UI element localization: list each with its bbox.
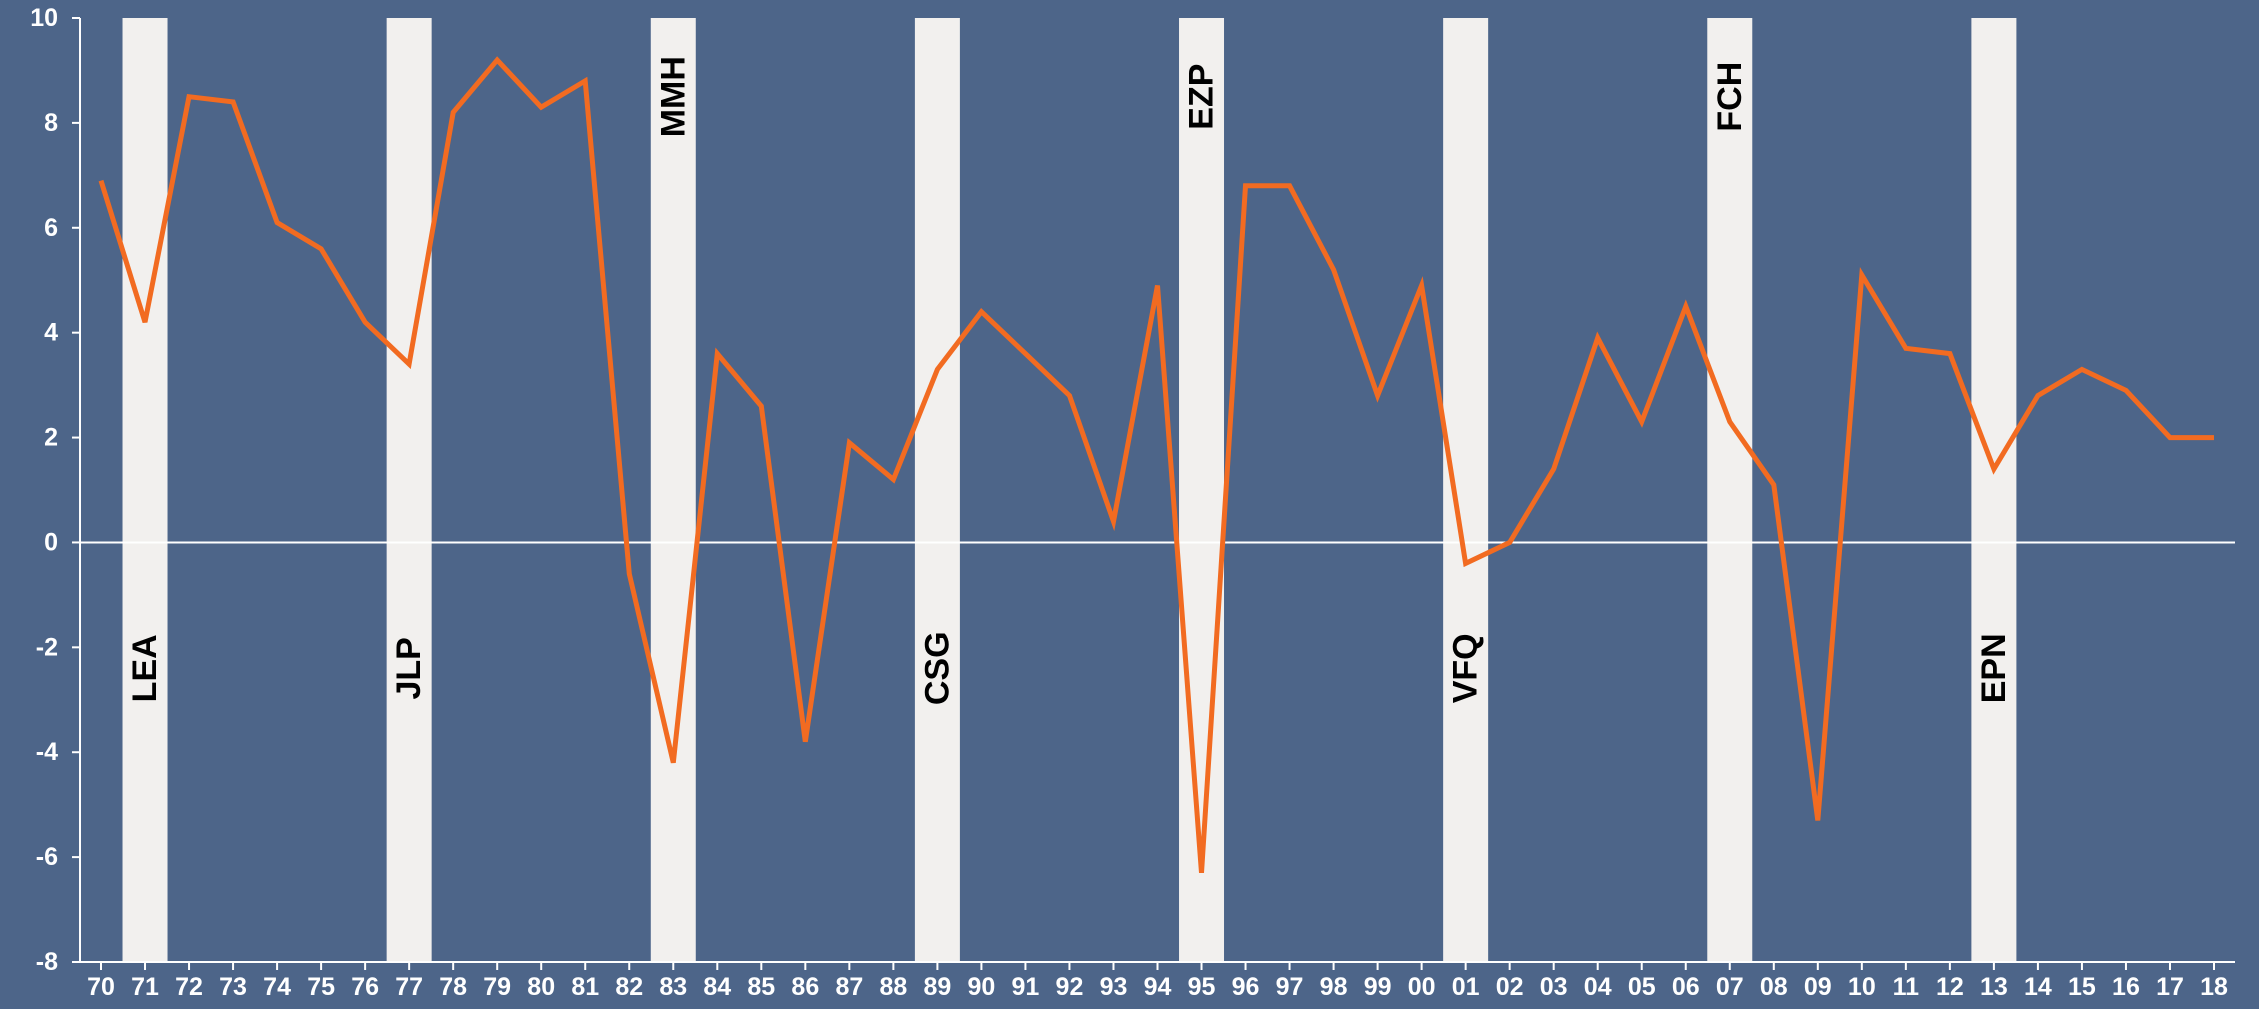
x-tick-label: 97: [1276, 973, 1304, 1001]
x-tick-label: 70: [87, 973, 115, 1001]
shaded-band-77: [387, 18, 432, 962]
x-tick-label: 78: [439, 973, 467, 1001]
x-tick-label: 74: [263, 973, 291, 1001]
y-tick-label: -4: [36, 738, 58, 766]
shaded-band-13: [1971, 18, 2016, 962]
y-tick-label: 0: [44, 528, 58, 556]
x-tick-label: 88: [879, 973, 907, 1001]
y-tick-label: 6: [44, 214, 58, 242]
x-tick-label: 08: [1760, 973, 1788, 1001]
x-tick-label: 01: [1452, 973, 1480, 1001]
x-tick-label: 18: [2200, 973, 2228, 1001]
x-tick-label: 79: [483, 973, 511, 1001]
x-tick-label: 71: [131, 973, 159, 1001]
band-label-vfq: VFQ: [1447, 633, 1485, 703]
x-tick-label: 17: [2156, 973, 2184, 1001]
x-tick-label: 76: [351, 973, 379, 1001]
band-label-ezp: EZP: [1183, 64, 1221, 130]
x-tick-label: 11: [1893, 973, 1920, 1001]
x-tick-label: 85: [747, 973, 775, 1001]
y-tick-label: -2: [36, 633, 58, 661]
band-label-fch: FCH: [1711, 62, 1749, 132]
x-tick-label: 84: [703, 973, 731, 1001]
band-label-lea: LEA: [126, 634, 164, 702]
x-tick-label: 12: [1936, 973, 1964, 1001]
x-tick-label: 72: [175, 973, 203, 1001]
x-tick-label: 16: [2112, 973, 2140, 1001]
x-tick-label: 82: [615, 973, 643, 1001]
x-tick-label: 14: [2024, 973, 2052, 1001]
band-label-mmh: MMH: [654, 56, 692, 137]
x-tick-label: 75: [307, 973, 335, 1001]
y-tick-label: 8: [44, 109, 58, 137]
x-tick-label: 80: [527, 973, 555, 1001]
band-label-jlp: JLP: [390, 637, 428, 699]
x-tick-label: 09: [1804, 973, 1832, 1001]
y-tick-label: 4: [44, 319, 58, 347]
x-tick-label: 90: [968, 973, 996, 1001]
x-tick-label: 00: [1408, 973, 1436, 1001]
x-tick-label: 98: [1320, 973, 1348, 1001]
x-tick-label: 05: [1628, 973, 1656, 1001]
x-tick-label: 91: [1012, 973, 1040, 1001]
shaded-band-89: [915, 18, 960, 962]
band-label-epn: EPN: [1975, 633, 2013, 703]
x-tick-label: 87: [835, 973, 863, 1001]
x-tick-label: 03: [1540, 973, 1568, 1001]
x-tick-label: 73: [219, 973, 247, 1001]
y-tick-label: -8: [36, 948, 58, 976]
x-tick-label: 94: [1144, 973, 1172, 1001]
shaded-band-83: [651, 18, 696, 962]
x-tick-label: 06: [1672, 973, 1700, 1001]
shaded-band-71: [123, 18, 168, 962]
x-tick-label: 99: [1364, 973, 1392, 1001]
x-tick-label: 77: [395, 973, 423, 1001]
band-label-csg: CSG: [918, 631, 956, 705]
y-tick-label: 10: [30, 4, 58, 32]
x-tick-label: 15: [2068, 973, 2096, 1001]
shaded-band-07: [1707, 18, 1752, 962]
x-tick-label: 04: [1584, 973, 1612, 1001]
x-tick-label: 07: [1716, 973, 1744, 1001]
x-tick-label: 95: [1188, 973, 1216, 1001]
x-tick-label: 89: [923, 973, 951, 1001]
x-tick-label: 10: [1848, 973, 1876, 1001]
x-tick-label: 13: [1980, 973, 2008, 1001]
x-tick-label: 02: [1496, 973, 1524, 1001]
x-tick-label: 83: [659, 973, 687, 1001]
x-tick-label: 93: [1100, 973, 1128, 1001]
x-tick-label: 86: [791, 973, 819, 1001]
shaded-band-01: [1443, 18, 1488, 962]
y-tick-label: 2: [44, 424, 58, 452]
y-tick-label: -6: [36, 843, 58, 871]
x-tick-label: 81: [571, 973, 599, 1001]
x-tick-label: 96: [1232, 973, 1260, 1001]
shaded-band-95: [1179, 18, 1224, 962]
x-tick-label: 92: [1056, 973, 1084, 1001]
